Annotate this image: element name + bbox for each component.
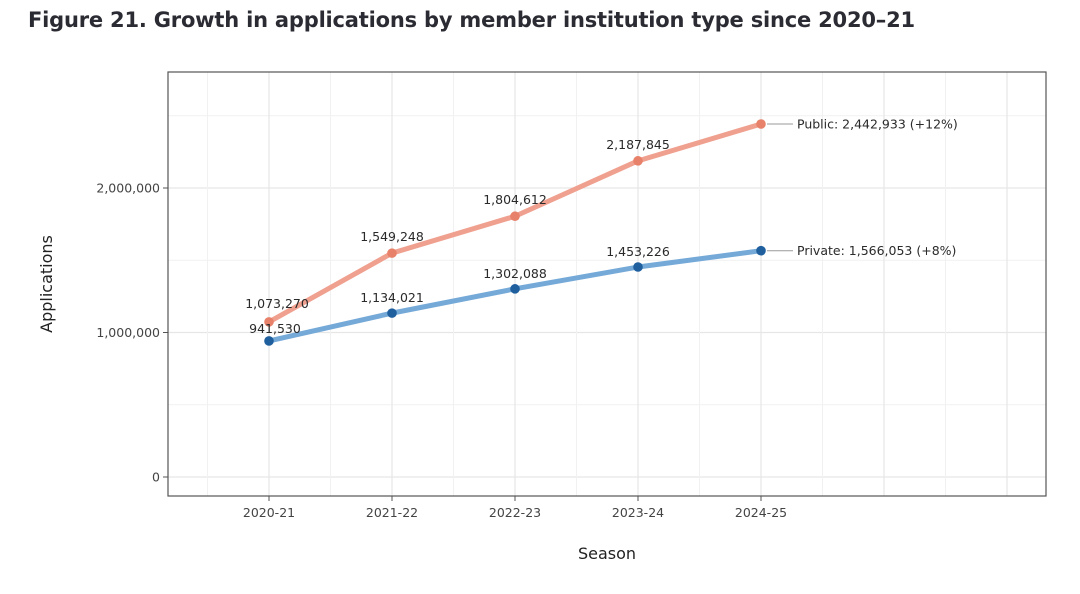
private-data-point — [387, 308, 397, 318]
public-data-point — [756, 119, 766, 129]
y-tick-label: 0 — [152, 470, 160, 485]
private-end-label: Private: 1,566,053 (+8%) — [797, 243, 956, 258]
y-axis-title: Applications — [37, 235, 56, 333]
public-value-label: 2,187,845 — [606, 137, 670, 152]
x-tick-label: 2023-24 — [612, 505, 664, 520]
data-labels: 1,073,270 1,549,248 1,804,612 2,187,845 Publ… — [245, 116, 958, 335]
y-tick-label: 1,000,000 — [96, 325, 160, 340]
public-value-label: 1,549,248 — [360, 229, 424, 244]
public-end-label: Public: 2,442,933 (+12%) — [797, 116, 958, 131]
private-data-point — [264, 336, 274, 346]
x-axis-title: Season — [578, 544, 636, 563]
x-tick-label: 2020-21 — [243, 505, 295, 520]
public-data-point — [633, 156, 643, 166]
private-data-point — [633, 262, 643, 272]
private-value-label: 1,453,226 — [606, 244, 670, 259]
private-data-point — [756, 245, 766, 256]
x-tick-label: 2021-22 — [366, 505, 418, 520]
axes: 0 1,000,000 2,000,000 2020-21 2021-22 2022-23… — [96, 181, 787, 521]
public-data-point — [510, 211, 520, 222]
private-value-label: 941,530 — [249, 321, 301, 336]
series-points — [264, 119, 766, 346]
y-tick-label: 2,000,000 — [96, 181, 160, 196]
x-tick-label: 2024-25 — [735, 505, 787, 520]
private-value-label: 1,302,088 — [483, 266, 547, 281]
figure-title: Figure 21. Growth in applications by mem… — [28, 8, 915, 32]
private-value-label: 1,134,021 — [360, 290, 424, 305]
public-data-point — [387, 248, 397, 258]
plot-panel-border — [167, 71, 1047, 497]
public-data-point — [264, 317, 274, 327]
grid — [168, 72, 1046, 496]
x-tick-label: 2022-23 — [489, 505, 541, 520]
public-value-label: 1,804,612 — [483, 192, 547, 207]
public-value-label: 1,073,270 — [245, 296, 309, 311]
private-data-point — [510, 284, 520, 294]
